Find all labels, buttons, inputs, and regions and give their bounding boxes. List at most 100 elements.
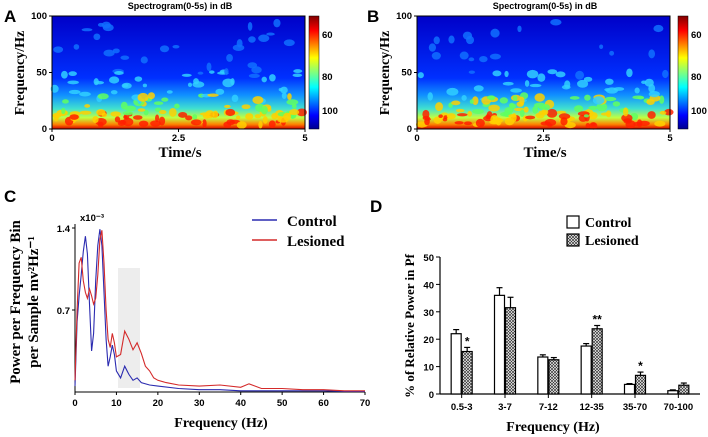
spectrogram-texture	[93, 33, 101, 41]
spectrogram-a-ylabel: Frequency/Hz	[13, 31, 28, 116]
spectrogram-texture	[525, 115, 536, 120]
spectrogram-texture	[508, 114, 517, 118]
spectrogram-texture	[62, 99, 69, 104]
spectrogram-texture	[137, 108, 146, 112]
spectrogram-texture	[433, 116, 442, 124]
spectrogram-b-xlabel: Time/s	[523, 145, 566, 161]
spectrogram-texture	[273, 18, 281, 28]
spectrogram-texture	[575, 70, 585, 80]
spectrogram-texture	[473, 85, 484, 92]
spectrogram-texture	[73, 44, 80, 50]
spectrogram-texture	[199, 112, 211, 116]
spectrogram-b-title: Spectrogram(0-5s) in dB	[493, 1, 598, 11]
spectrogram-b-ylabel: Frequency/Hz	[378, 31, 393, 116]
spectrogram-a-image	[50, 16, 307, 129]
x-tick-label: 0	[72, 398, 77, 409]
spectrogram-texture	[490, 28, 500, 38]
x-tick-label: 30	[194, 398, 205, 409]
spectrogram-texture	[534, 93, 545, 102]
bar-control	[537, 356, 549, 395]
spectrogram-texture	[172, 45, 180, 49]
spectrogram-texture	[659, 95, 665, 104]
spectrogram-texture	[138, 120, 149, 127]
spectrogram-texture	[142, 83, 148, 88]
spectrogram-texture	[472, 96, 479, 106]
spectrogram-texture	[215, 88, 225, 95]
spectrogram-texture	[647, 111, 656, 119]
spectrogram-texture	[147, 92, 155, 100]
significance-marker: *	[465, 334, 470, 348]
x-tick-label: 5	[302, 133, 308, 144]
spectrogram-a-xlabel: Time/s	[158, 145, 201, 161]
x-tick-label: 70-100	[664, 402, 694, 413]
spectrogram-texture	[523, 106, 529, 113]
bar-control	[667, 390, 679, 395]
spectrogram-texture	[648, 49, 656, 59]
spectrogram-texture	[289, 109, 300, 116]
spectrogram-texture	[659, 110, 667, 115]
spectrogram-texture	[589, 122, 598, 130]
spectrogram-texture	[61, 70, 68, 79]
spectrogram-texture	[252, 96, 264, 104]
spectrogram-texture	[588, 105, 598, 111]
spectrogram-texture	[468, 70, 476, 74]
spectrogram-texture	[122, 111, 134, 116]
x-tick-label: 70	[360, 398, 371, 409]
spectrogram-texture	[609, 50, 615, 56]
spectrogram-texture	[120, 101, 128, 110]
spectrum-xlabel: Frequency (Hz)	[174, 416, 268, 431]
spectrogram-texture	[236, 121, 247, 129]
spectrogram-texture	[435, 102, 444, 112]
panel-c: C 0 10 20 30 40 50 60 70 0.7 1.4 x10⁻³ Control Le…	[4, 187, 370, 431]
spectrogram-texture	[509, 102, 515, 109]
spectrogram-texture	[464, 121, 472, 126]
spectrogram-texture	[166, 90, 173, 94]
spectrogram-texture	[433, 36, 440, 45]
spectrogram-texture	[122, 117, 134, 127]
spectrogram-texture	[472, 109, 485, 114]
spectrum-scale-label: x10⁻³	[80, 213, 104, 224]
spectrogram-texture	[245, 113, 254, 120]
spectrogram-texture	[529, 83, 542, 88]
spectrogram-texture	[247, 62, 258, 69]
spectrogram-texture	[446, 87, 459, 96]
spectrogram-texture	[626, 68, 633, 78]
spectrogram-texture	[261, 76, 267, 83]
spectrogram-texture	[247, 22, 253, 31]
spectrogram-texture	[262, 116, 268, 124]
spectrogram-texture	[61, 107, 66, 115]
spectrogram-texture	[569, 96, 580, 100]
colorbar-a-tick-60: 60	[322, 30, 333, 41]
legend-d-lesioned-label: Lesioned	[585, 234, 639, 249]
significance-marker: *	[638, 359, 643, 373]
bar-control	[580, 345, 592, 395]
bar-lesioned	[504, 307, 517, 395]
spectrogram-texture	[596, 102, 608, 112]
spectrogram-texture	[108, 76, 120, 84]
spectrogram-texture	[225, 108, 236, 117]
spectrogram-texture	[52, 112, 62, 119]
spectrogram-texture	[283, 39, 295, 47]
spectrogram-texture	[541, 109, 549, 116]
spectrogram-texture	[292, 73, 303, 78]
spectrogram-texture	[585, 122, 591, 128]
spectrogram-texture	[248, 73, 260, 78]
spectrogram-texture	[223, 121, 232, 128]
spectrogram-texture	[486, 95, 496, 100]
spectrogram-texture	[517, 25, 522, 33]
spectrogram-texture	[654, 120, 666, 127]
series-line-lesioned	[74, 230, 365, 392]
panel-label-d: D	[370, 197, 382, 216]
spectrogram-texture	[499, 97, 508, 104]
spectrogram-texture	[202, 119, 207, 129]
spectrogram-texture	[187, 82, 193, 88]
spectrogram-texture	[462, 31, 473, 40]
spectrum-plot: 0 10 20 30 40 50 60 70 0.7 1.4	[57, 224, 371, 409]
spectrogram-texture	[50, 84, 59, 93]
x-tick-label: 0	[49, 133, 54, 144]
x-tick-label: 2.5	[172, 133, 186, 144]
spectrogram-texture	[541, 104, 551, 111]
